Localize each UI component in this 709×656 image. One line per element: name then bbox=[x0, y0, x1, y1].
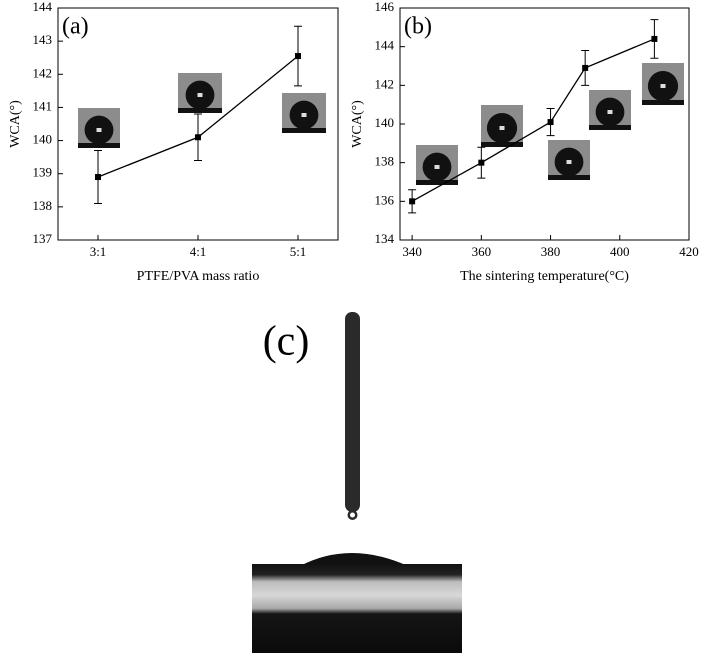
droplet-inset bbox=[178, 73, 222, 113]
y-axis-label: WCA(°) bbox=[8, 100, 23, 148]
inset-glint bbox=[660, 84, 666, 88]
droplet-inset bbox=[642, 63, 684, 105]
data-point bbox=[409, 198, 416, 205]
droplet-inset bbox=[282, 93, 326, 133]
droplet-inset bbox=[78, 108, 120, 148]
y-tick-label: 146 bbox=[375, 0, 395, 14]
x-tick-label: 420 bbox=[679, 244, 699, 259]
data-point bbox=[195, 134, 201, 141]
data-point bbox=[295, 53, 301, 60]
x-tick-label: 5:1 bbox=[290, 244, 307, 259]
x-tick-label: 3:1 bbox=[90, 244, 107, 259]
inset-glint bbox=[607, 110, 613, 114]
data-point bbox=[478, 159, 485, 166]
y-tick-label: 138 bbox=[33, 198, 53, 213]
needle-highlight bbox=[350, 512, 355, 518]
y-tick-label: 144 bbox=[375, 38, 395, 53]
inset-base bbox=[548, 175, 590, 180]
droplet-inset bbox=[589, 90, 631, 130]
inset-glint bbox=[566, 160, 572, 164]
y-tick-label: 144 bbox=[33, 0, 53, 14]
y-tick-label: 139 bbox=[33, 165, 53, 180]
y-tick-label: 138 bbox=[375, 154, 395, 169]
data-point bbox=[95, 174, 101, 181]
y-tick-label: 136 bbox=[375, 192, 395, 207]
x-tick-label: 360 bbox=[472, 244, 492, 259]
inset-glint bbox=[434, 165, 440, 169]
x-tick-label: 380 bbox=[541, 244, 561, 259]
y-tick-label: 137 bbox=[33, 231, 53, 246]
droplet-inset bbox=[481, 105, 523, 147]
y-tick-label: 140 bbox=[33, 132, 53, 147]
inset-glint bbox=[499, 126, 505, 130]
inset-base bbox=[589, 125, 631, 130]
y-axis-label: WCA(°) bbox=[350, 100, 365, 148]
inset-base bbox=[481, 142, 523, 147]
y-tick-label: 142 bbox=[33, 65, 53, 80]
inset-base bbox=[642, 100, 684, 105]
inset-base bbox=[282, 128, 326, 133]
y-tick-label: 141 bbox=[33, 98, 53, 113]
inset-base bbox=[178, 108, 222, 113]
inset-base bbox=[78, 143, 120, 148]
inset-glint bbox=[301, 113, 307, 117]
x-axis-label: The sintering temperature(°C) bbox=[460, 269, 629, 284]
y-tick-label: 134 bbox=[375, 231, 395, 246]
substrate bbox=[252, 564, 462, 653]
droplet-inset bbox=[548, 140, 590, 180]
droplet bbox=[300, 553, 408, 566]
inset-base bbox=[416, 180, 458, 185]
panel-label: (c) bbox=[263, 319, 310, 365]
panel-label: (a) bbox=[62, 14, 89, 40]
photo bbox=[252, 312, 462, 653]
data-point bbox=[582, 64, 589, 71]
x-tick-label: 340 bbox=[402, 244, 422, 259]
x-axis-label: PTFE/PVA mass ratio bbox=[137, 269, 260, 284]
y-tick-label: 142 bbox=[375, 76, 395, 91]
inset-glint bbox=[197, 93, 203, 97]
data-point bbox=[547, 119, 554, 126]
data-point bbox=[651, 35, 658, 42]
panel-label: (b) bbox=[404, 14, 432, 40]
inset-glint bbox=[96, 128, 102, 132]
y-tick-label: 140 bbox=[375, 115, 395, 130]
x-tick-label: 400 bbox=[610, 244, 630, 259]
y-tick-label: 143 bbox=[33, 32, 53, 47]
x-tick-label: 4:1 bbox=[190, 244, 207, 259]
droplet-inset bbox=[416, 145, 458, 185]
needle bbox=[345, 312, 360, 512]
